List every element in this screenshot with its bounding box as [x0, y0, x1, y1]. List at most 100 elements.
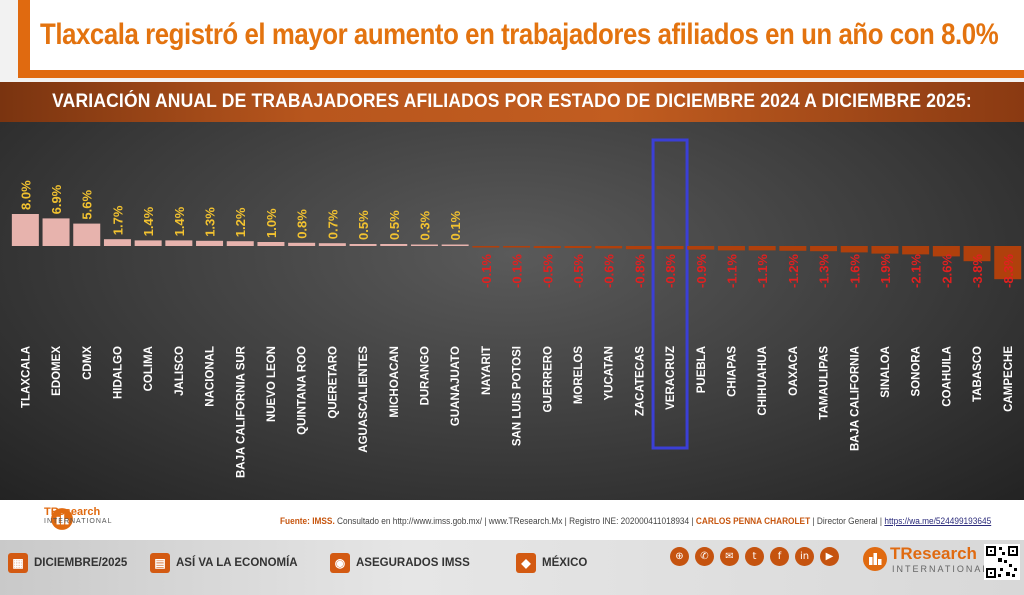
- category-label: QUERETARO: [327, 346, 339, 419]
- bar-quintana-roo: [288, 242, 316, 246]
- category-label: NAYARIT: [481, 346, 493, 395]
- bottom-item-economy: ▤ ASÍ VA LA ECONOMÍA: [150, 552, 298, 574]
- twitter-icon[interactable]: t: [745, 547, 764, 566]
- value-label: -0.8%: [632, 254, 647, 288]
- value-label: 1.3%: [203, 207, 218, 237]
- bottom-item-mexico-label: MÉXICO: [542, 557, 588, 569]
- bar-coahuila: [932, 246, 960, 257]
- value-label: -0.8%: [663, 254, 678, 288]
- bar-baja-california-sur: [226, 241, 254, 246]
- category-label: AGUASCALIENTES: [358, 346, 370, 453]
- category-label: PUEBLA: [696, 346, 708, 393]
- linkedin-icon[interactable]: in: [795, 547, 814, 566]
- category-label: CHIAPAS: [726, 346, 738, 397]
- phone-icon[interactable]: ✆: [695, 547, 714, 566]
- bottom-brand-name: TResearch: [890, 544, 977, 563]
- bar-nacional: [196, 240, 224, 246]
- value-label: -1.6%: [847, 254, 862, 288]
- chart-title: VARIACIÓN ANUAL DE TRABAJADORES AFILIADO…: [52, 91, 972, 112]
- bar-sonora: [902, 246, 930, 255]
- globe-icon[interactable]: ⊕: [670, 547, 689, 566]
- category-label: TLAXCALA: [20, 346, 32, 408]
- footer-brand-sub: INTERNATIONAL: [44, 518, 113, 525]
- category-label: BAJA CALIFORNIA SUR: [235, 345, 247, 478]
- social-links: ⊕ ✆ ✉ t f in ▶: [670, 547, 839, 566]
- bar-puebla: [687, 246, 715, 250]
- category-label: SONORA: [911, 346, 923, 396]
- value-label: -1.9%: [878, 254, 893, 288]
- source-label: Fuente: IMSS.: [280, 516, 335, 526]
- category-label: SINALOA: [880, 346, 892, 398]
- whatsapp-link[interactable]: https://wa.me/5244991936​45: [884, 516, 992, 526]
- category-label: COLIMA: [143, 346, 155, 391]
- category-label: ZACATECAS: [634, 346, 646, 416]
- value-label: 0.1%: [448, 210, 463, 240]
- category-label: MICHOACAN: [389, 346, 401, 418]
- category-label: QUINTANA ROO: [297, 346, 309, 435]
- value-label: 1.0%: [264, 208, 279, 238]
- category-label: CDMX: [82, 346, 94, 380]
- bar-chart: 8.0% TLAXCALA 6.9% EDOMEX 5.6% CDMX 1.7% HIDALG…: [11, 138, 1022, 478]
- bar-baja-california: [840, 246, 868, 253]
- tresearch-logo-icon: [51, 508, 73, 530]
- bar-tabasco: [963, 246, 991, 262]
- footer-brand-name: TResearch: [44, 506, 101, 518]
- bar-durango: [410, 244, 438, 246]
- facebook-icon[interactable]: f: [770, 547, 789, 566]
- category-label: CAMPECHE: [1003, 346, 1015, 412]
- category-label: SAN LUIS POTOSI: [512, 346, 524, 446]
- category-label: TABASCO: [972, 346, 984, 402]
- category-label: OAXACA: [788, 346, 800, 396]
- title-box: [30, 0, 1024, 70]
- bottom-item-date: ▦ DICIEMBRE/2025: [8, 552, 127, 574]
- value-label: -1.2%: [786, 254, 801, 288]
- value-label: 0.8%: [295, 209, 310, 239]
- value-label: 0.5%: [387, 210, 402, 240]
- category-label: GUERRERO: [542, 346, 554, 413]
- chart-background: [0, 122, 1024, 500]
- youtube-icon[interactable]: ▶: [820, 547, 839, 566]
- category-label: NACIONAL: [205, 346, 217, 407]
- bar-guerrero: [533, 246, 561, 248]
- value-label: -0.1%: [510, 254, 525, 288]
- subtitle-bar: [0, 82, 1024, 122]
- value-label: 0.7%: [325, 209, 340, 239]
- bar-edomex: [42, 218, 70, 246]
- bar-san-luis-potosi: [503, 246, 531, 248]
- value-label: 1.4%: [172, 206, 187, 236]
- bar-michoacan: [380, 244, 408, 246]
- category-label: JALISCO: [174, 346, 186, 396]
- qr-code-icon[interactable]: [984, 544, 1020, 580]
- value-label: -2.6%: [939, 254, 954, 288]
- calendar-icon: ▦: [8, 553, 28, 573]
- category-label: VERACRUZ: [665, 346, 677, 410]
- bar-hidalgo: [103, 239, 131, 246]
- value-label: 1.7%: [110, 205, 125, 235]
- mail-icon[interactable]: ✉: [720, 547, 739, 566]
- bar-queretaro: [318, 243, 346, 246]
- value-label: -0.9%: [694, 254, 709, 288]
- bar-tamaulipas: [810, 246, 838, 252]
- author-name: CARLOS PENNA CHAROLET: [693, 516, 811, 526]
- value-label: 8.0%: [18, 180, 33, 210]
- bar-cdmx: [73, 223, 101, 246]
- value-label: -1.3%: [817, 254, 832, 288]
- category-label: CHIHUAHUA: [757, 346, 769, 416]
- people-icon: ◉: [330, 553, 350, 573]
- bottom-item-imss-label: ASEGURADOS IMSS: [356, 557, 470, 569]
- bar-jalisco: [165, 240, 193, 246]
- value-label: -1.1%: [724, 254, 739, 288]
- value-label: -1.1%: [755, 254, 770, 288]
- category-label: TAMAULIPAS: [819, 346, 831, 420]
- value-label: 6.9%: [49, 184, 64, 214]
- source-text: Consultado en http://www.imss.gob.mx/ | …: [334, 516, 694, 526]
- value-label: 0.3%: [417, 210, 432, 240]
- bar-guanajuato: [441, 244, 469, 246]
- bar-zacatecas: [625, 246, 653, 250]
- bar-nuevo-leon: [257, 242, 285, 246]
- value-label: 1.2%: [233, 207, 248, 237]
- value-label: 0.5%: [356, 210, 371, 240]
- value-label: -0.5%: [571, 254, 586, 288]
- value-label: 5.6%: [80, 190, 95, 220]
- map-icon: ◆: [516, 553, 536, 573]
